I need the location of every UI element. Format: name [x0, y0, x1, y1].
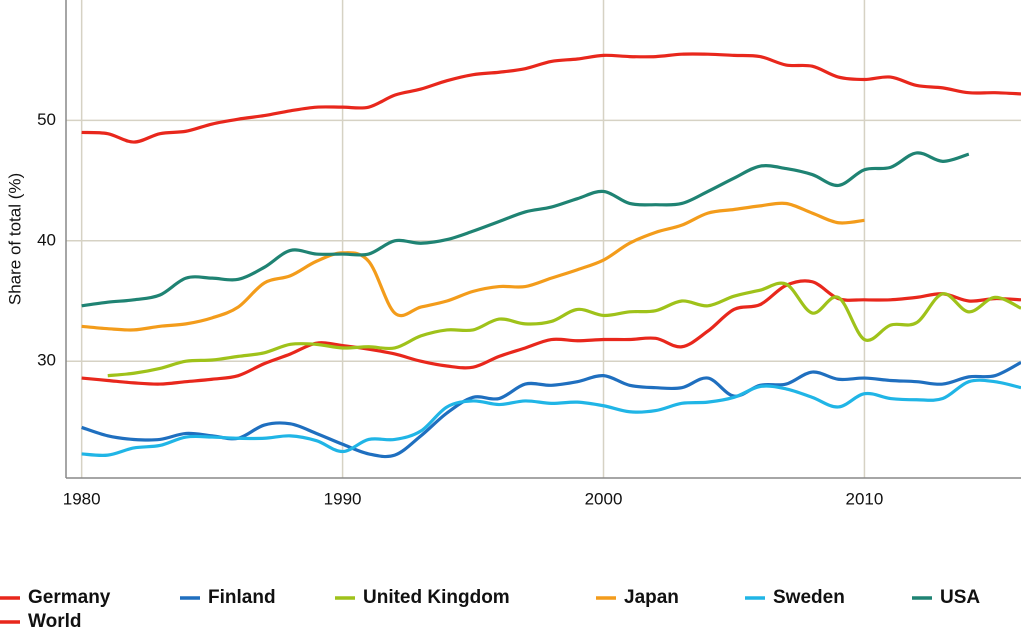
series-line — [81, 52, 1021, 144]
series-line — [81, 378, 1021, 457]
x-tick-label: 2000 — [585, 489, 623, 508]
legend-label: Finland — [208, 587, 276, 608]
y-tick-label: 30 — [37, 351, 56, 370]
legend-label: United Kingdom — [363, 587, 510, 608]
legend-label: USA — [940, 587, 980, 608]
y-axis-label: Share of total (%) — [5, 173, 24, 305]
series-line — [81, 279, 1021, 386]
x-tick-label: 1980 — [63, 489, 101, 508]
legend-label: Germany — [28, 587, 111, 608]
x-tick-label: 2010 — [846, 489, 884, 508]
legend-label: Sweden — [773, 587, 845, 608]
y-tick-label: 50 — [37, 110, 56, 129]
legend-label: Japan — [624, 587, 679, 608]
legend-label: World — [28, 611, 81, 632]
series-line — [81, 360, 1021, 459]
x-tick-label: 1990 — [324, 489, 362, 508]
series-line — [107, 281, 1021, 378]
y-tick-label: 40 — [37, 230, 56, 249]
series-line — [81, 151, 970, 308]
series-line — [81, 201, 865, 332]
